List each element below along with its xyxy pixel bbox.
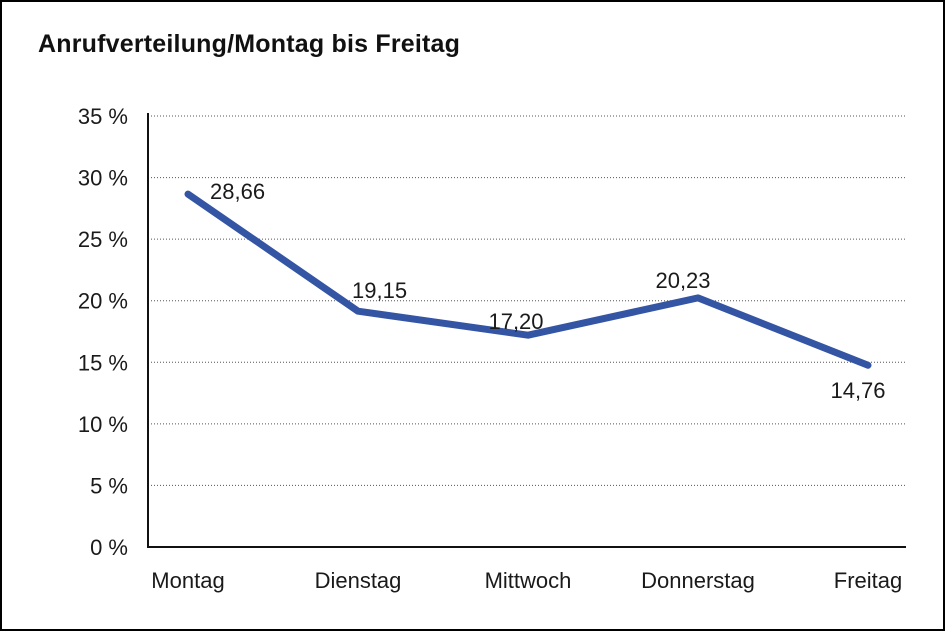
series-line xyxy=(184,190,872,369)
chart-title: Anrufverteilung/Montag bis Freitag xyxy=(38,30,461,58)
x-category-label: Mittwoch xyxy=(485,568,572,593)
x-category-label: Montag xyxy=(151,568,224,593)
y-tick-label: 5 % xyxy=(90,473,128,498)
x-category-label: Freitag xyxy=(834,568,902,593)
data-point-label: 17,20 xyxy=(488,309,543,334)
y-tick-label: 15 % xyxy=(78,350,128,375)
y-tick-label: 20 % xyxy=(78,289,128,314)
x-category-label: Donnerstag xyxy=(641,568,755,593)
data-point-label: 28,66 xyxy=(210,179,265,204)
y-tick-label: 25 % xyxy=(78,227,128,252)
data-point-label: 14,76 xyxy=(830,378,885,403)
data-point-label: 20,23 xyxy=(655,268,710,293)
y-tick-label: 0 % xyxy=(90,535,128,560)
x-category-label: Dienstag xyxy=(315,568,402,593)
data-point-label: 19,15 xyxy=(352,278,407,303)
y-tick-label: 30 % xyxy=(78,166,128,191)
y-tick-label: 10 % xyxy=(78,412,128,437)
y-tick-label: 35 % xyxy=(78,104,128,129)
